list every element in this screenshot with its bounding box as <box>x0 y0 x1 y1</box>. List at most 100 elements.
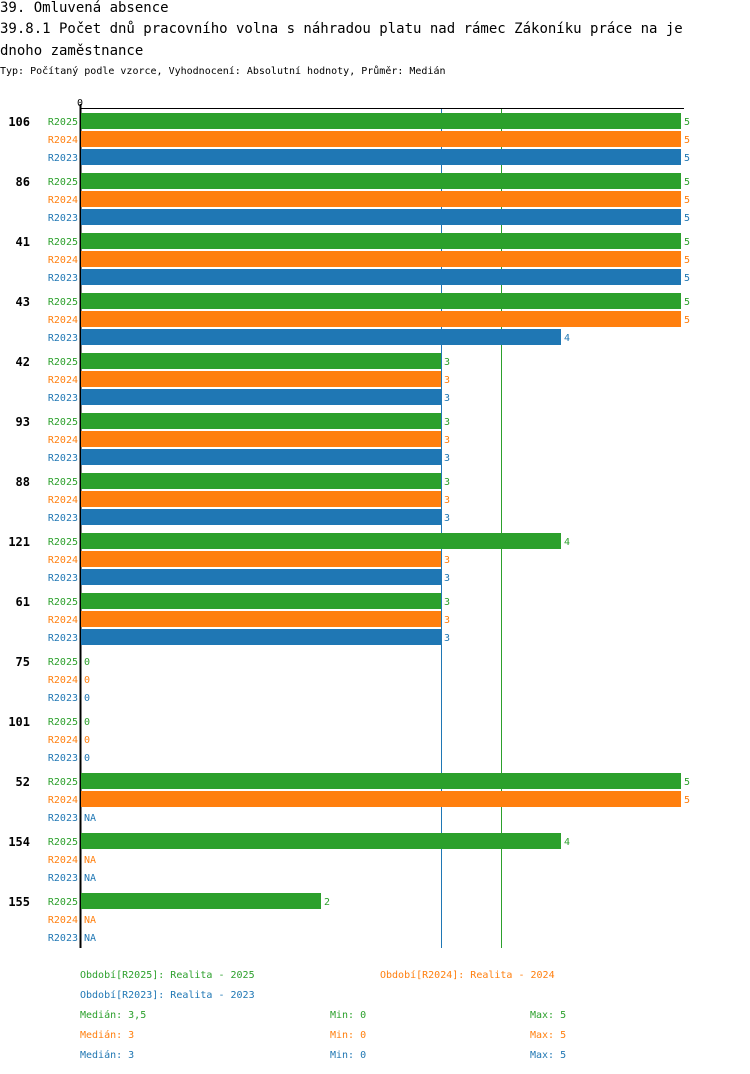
bar-value-label: 5 <box>684 153 690 164</box>
bar-value-label: 3 <box>444 435 450 446</box>
legend-min-r2023: Min: 0 <box>330 1050 367 1061</box>
series-label: R2023 <box>48 273 78 284</box>
series-label: R2024 <box>48 795 78 806</box>
bar <box>81 611 441 627</box>
series-label: R2025 <box>48 597 78 608</box>
series-label: R2024 <box>48 735 78 746</box>
bar <box>81 311 681 327</box>
bar <box>81 353 441 369</box>
legend-period-r2023: Období[R2023]: Realita - 2023 <box>80 990 255 1001</box>
legend-median-r2025: Medián: 3,5 <box>80 1010 147 1021</box>
bar-value-label: 3 <box>444 357 450 368</box>
series-label: R2024 <box>48 435 78 446</box>
series-label: R2025 <box>48 237 78 248</box>
bar-value-label: 0 <box>84 693 90 704</box>
category-label: 101 <box>8 715 30 729</box>
bar-value-label: 5 <box>684 777 690 788</box>
category-label: 75 <box>16 655 30 669</box>
bar <box>81 629 441 645</box>
series-label: R2023 <box>48 513 78 524</box>
chart-title: 39.8.1 Počet dnů pracovního volna s náhr… <box>0 21 683 37</box>
bar <box>81 893 321 909</box>
bar-value-label: 3 <box>444 555 450 566</box>
category-label: 93 <box>16 415 30 429</box>
category-label: 155 <box>8 895 30 909</box>
category-label: 42 <box>16 355 30 369</box>
series-label: R2024 <box>48 495 78 506</box>
category-label: 121 <box>8 535 30 549</box>
bar-value-label: 0 <box>84 657 90 668</box>
na-label: NA <box>84 933 96 944</box>
series-label: R2024 <box>48 855 78 866</box>
na-label: NA <box>84 873 96 884</box>
bar-value-label: 3 <box>444 453 450 464</box>
bar-value-label: 5 <box>684 273 690 284</box>
category-label: 88 <box>16 475 30 489</box>
bar-value-label: 3 <box>444 393 450 404</box>
bar-value-label: 4 <box>564 333 570 344</box>
series-label: R2024 <box>48 915 78 926</box>
bar-value-label: 3 <box>444 375 450 386</box>
bar-value-label: 5 <box>684 255 690 266</box>
legend-min-r2025: Min: 0 <box>330 1010 367 1021</box>
na-label: NA <box>84 813 96 824</box>
series-label: R2023 <box>48 153 78 164</box>
bar-value-label: 5 <box>684 315 690 326</box>
bar-value-label: 4 <box>564 537 570 548</box>
series-label: R2023 <box>48 873 78 884</box>
bar-value-label: 5 <box>684 177 690 188</box>
bar <box>81 293 681 309</box>
bar-value-label: 3 <box>444 477 450 488</box>
bar-value-label: 0 <box>84 753 90 764</box>
series-label: R2023 <box>48 453 78 464</box>
category-label: 154 <box>8 835 30 849</box>
bar-value-label: 3 <box>444 633 450 644</box>
bar <box>81 791 681 807</box>
bar <box>81 173 681 189</box>
series-label: R2023 <box>48 393 78 404</box>
bar-value-label: 3 <box>444 495 450 506</box>
bar <box>81 113 681 129</box>
series-label: R2025 <box>48 777 78 788</box>
series-label: R2024 <box>48 555 78 566</box>
bar <box>81 551 441 567</box>
bar-value-label: 0 <box>84 717 90 728</box>
legend-period-r2025: Období[R2025]: Realita - 2025 <box>80 970 255 981</box>
na-label: NA <box>84 855 96 866</box>
bar-value-label: 5 <box>684 795 690 806</box>
bar-value-label: 3 <box>444 513 450 524</box>
bar-value-label: 5 <box>684 237 690 248</box>
legend-max-r2023: Max: 5 <box>530 1050 567 1061</box>
series-label: R2024 <box>48 615 78 626</box>
x-axis-tick-label: 0 <box>77 98 83 109</box>
series-label: R2025 <box>48 717 78 728</box>
bar <box>81 773 681 789</box>
series-label: R2023 <box>48 633 78 644</box>
bar-value-label: 3 <box>444 573 450 584</box>
series-label: R2025 <box>48 417 78 428</box>
bar-value-label: 3 <box>444 417 450 428</box>
bar-value-label: 5 <box>684 117 690 128</box>
bar-value-label: 3 <box>444 615 450 626</box>
series-label: R2024 <box>48 195 78 206</box>
bar <box>81 509 441 525</box>
legend-min-r2024: Min: 0 <box>330 1030 367 1041</box>
bar <box>81 329 561 345</box>
bar <box>81 371 441 387</box>
series-label: R2024 <box>48 135 78 146</box>
legend-max-r2025: Max: 5 <box>530 1010 567 1021</box>
bar <box>81 389 441 405</box>
bar <box>81 533 561 549</box>
na-label: NA <box>84 915 96 926</box>
bar <box>81 233 681 249</box>
series-label: R2023 <box>48 753 78 764</box>
series-label: R2025 <box>48 897 78 908</box>
bar-value-label: 5 <box>684 195 690 206</box>
legend-median-r2024: Medián: 3 <box>80 1030 135 1041</box>
series-label: R2025 <box>48 477 78 488</box>
legend-max-r2024: Max: 5 <box>530 1030 567 1041</box>
series-label: R2025 <box>48 117 78 128</box>
series-label: R2023 <box>48 933 78 944</box>
series-label: R2023 <box>48 693 78 704</box>
